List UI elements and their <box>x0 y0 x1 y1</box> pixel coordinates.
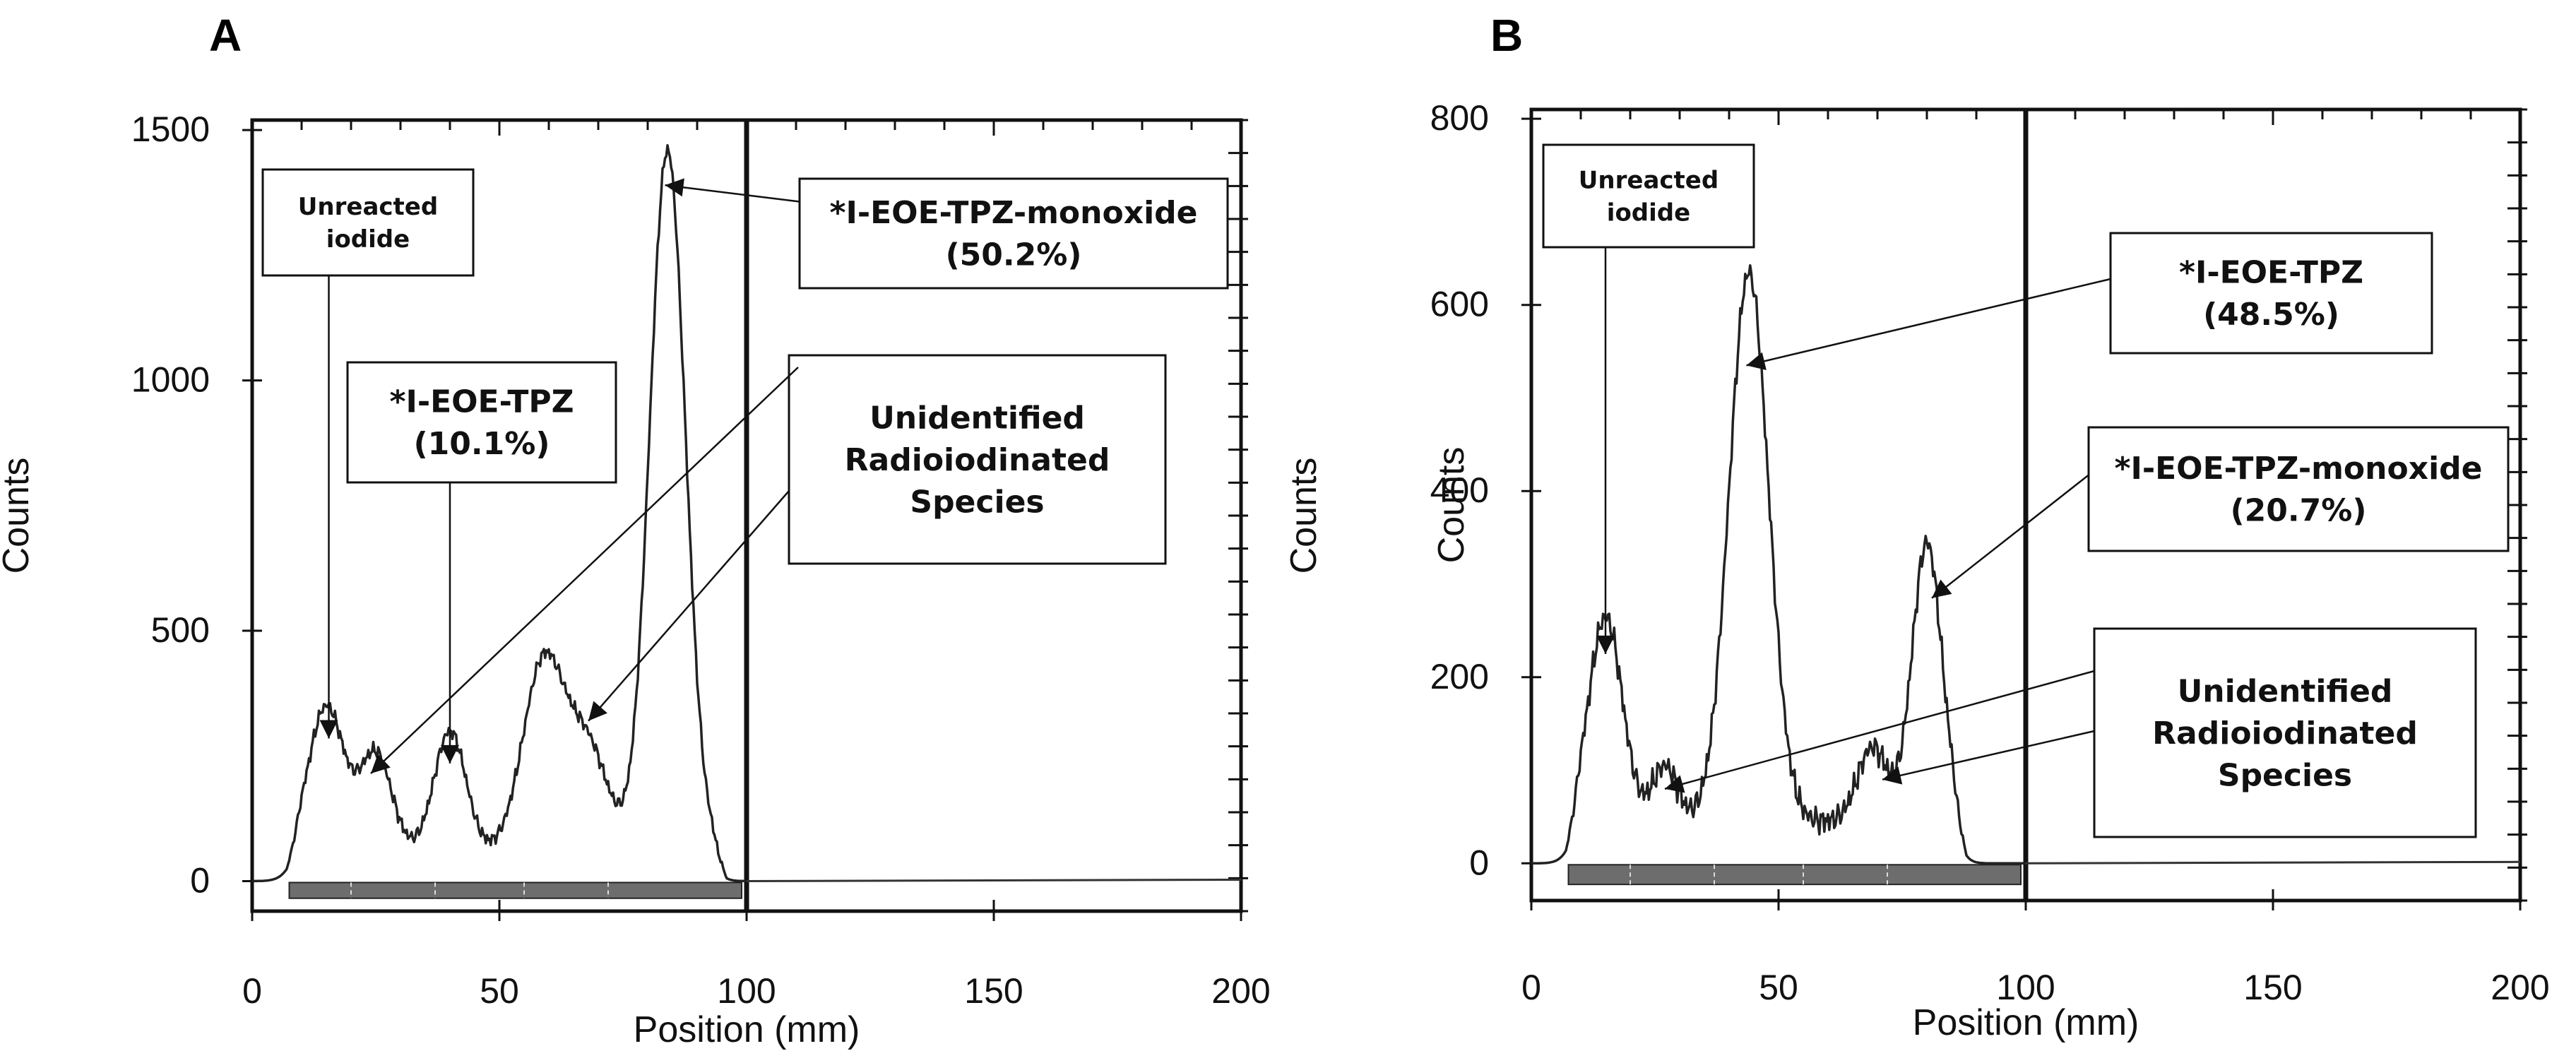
arrowhead <box>1665 775 1685 793</box>
panel-letter: A <box>209 10 242 61</box>
annotation-label: *I-EOE-TPZ <box>2179 255 2363 291</box>
annotation-label: Radioiodinated <box>2152 715 2418 752</box>
x-tick-label: 0 <box>1521 968 1541 1007</box>
y-tick-label: 0 <box>190 860 210 900</box>
arrowhead <box>665 178 684 197</box>
annotation-label: (20.7%) <box>2231 493 2367 529</box>
annotation-box <box>798 177 1229 290</box>
annotation-label: (50.2%) <box>946 237 1082 273</box>
arrowhead <box>319 720 338 739</box>
y-tick-label: 500 <box>151 610 210 650</box>
y-axis-title: Counts <box>1431 447 1472 564</box>
x-tick-label: 200 <box>1211 971 1270 1011</box>
annotation-box <box>346 361 617 484</box>
annotation-label: iodide <box>326 225 410 254</box>
y-tick-label: 400 <box>1430 470 1489 510</box>
y-tick-label: 200 <box>1430 657 1489 696</box>
annotation-arrow <box>1746 278 2111 367</box>
annotation-arrow <box>665 184 800 203</box>
annotation-label: *I-EOE-TPZ-monoxide <box>2114 451 2482 487</box>
annotation-label: (10.1%) <box>414 426 550 462</box>
x-tick-label: 50 <box>480 971 519 1011</box>
x-tick-label: 100 <box>1996 968 2055 1007</box>
x-axis-title: Position (mm) <box>634 1009 860 1050</box>
panel-b: B 0 200 400 600 800 0 50 100 150 200 Position (mm) C… <box>1430 10 2550 1043</box>
panel-letter: B <box>1490 10 1523 61</box>
annotation-arrow <box>1664 670 2095 790</box>
arrowhead <box>1932 579 1952 598</box>
annotation-label: (48.5%) <box>2203 297 2339 333</box>
annotation-arrow <box>370 367 799 774</box>
x-tick-label: 150 <box>2243 968 2302 1007</box>
annotation-label: Unreacted <box>298 193 438 221</box>
panel-a: A 0 500 1000 1500 0 50 100 150 200 Position (mm) Co… <box>0 10 1324 1050</box>
x-tick-label: 50 <box>1759 968 1798 1007</box>
radiochromatogram-trace <box>1531 263 2026 865</box>
annotation-label: *I-EOE-TPZ-monoxide <box>829 195 1197 231</box>
x-axis-title: Position (mm) <box>1913 1002 2139 1043</box>
tlc-lane <box>1567 864 2022 886</box>
y-tick-label: 0 <box>1469 843 1489 882</box>
arrowhead <box>1596 635 1615 654</box>
annotation-box <box>2109 232 2433 355</box>
tlc-lane <box>288 881 742 899</box>
annotation-arrow <box>1931 474 2089 599</box>
annotation-box <box>2087 426 2510 552</box>
x-tick-label: 0 <box>242 971 262 1011</box>
annotation-box <box>2093 627 2477 838</box>
annotation-box <box>261 168 475 277</box>
arrowhead <box>371 754 391 774</box>
arrowhead <box>588 701 607 721</box>
annotation-label: Species <box>910 484 1044 520</box>
y-axis-title: Counts <box>0 458 37 574</box>
annotation-label: iodide <box>1607 198 1690 227</box>
x-tick-label: 200 <box>2491 968 2549 1007</box>
annotation-label: Unidentified <box>869 400 1085 437</box>
radiochromatogram-trace <box>252 144 747 883</box>
arrowhead <box>1746 352 1767 370</box>
y-tick-label: 600 <box>1430 285 1489 324</box>
x-tick-label: 150 <box>964 971 1023 1011</box>
arrowhead <box>441 744 459 764</box>
baseline-right <box>741 878 1242 882</box>
annotation-arrow <box>588 490 790 722</box>
annotation-label: Species <box>2218 757 2352 793</box>
y-tick-label: 800 <box>1430 98 1489 138</box>
annotation-label: Unreacted <box>1579 166 1719 194</box>
x-tick-label: 100 <box>717 971 776 1011</box>
annotation-label: Unidentified <box>2178 674 2393 710</box>
y-axis-title-right: Counts <box>1283 458 1324 574</box>
annotation-label: Radioiodinated <box>845 442 1110 478</box>
annotation-arrow <box>1882 730 2095 780</box>
annotation-label: *I-EOE-TPZ <box>389 384 574 420</box>
y-tick-label: 1500 <box>131 109 210 149</box>
annotation-box <box>788 354 1167 565</box>
baseline-right <box>2020 860 2521 865</box>
y-tick-label: 1000 <box>131 360 210 400</box>
arrowhead <box>1882 766 1903 785</box>
annotation-box <box>1542 143 1755 249</box>
